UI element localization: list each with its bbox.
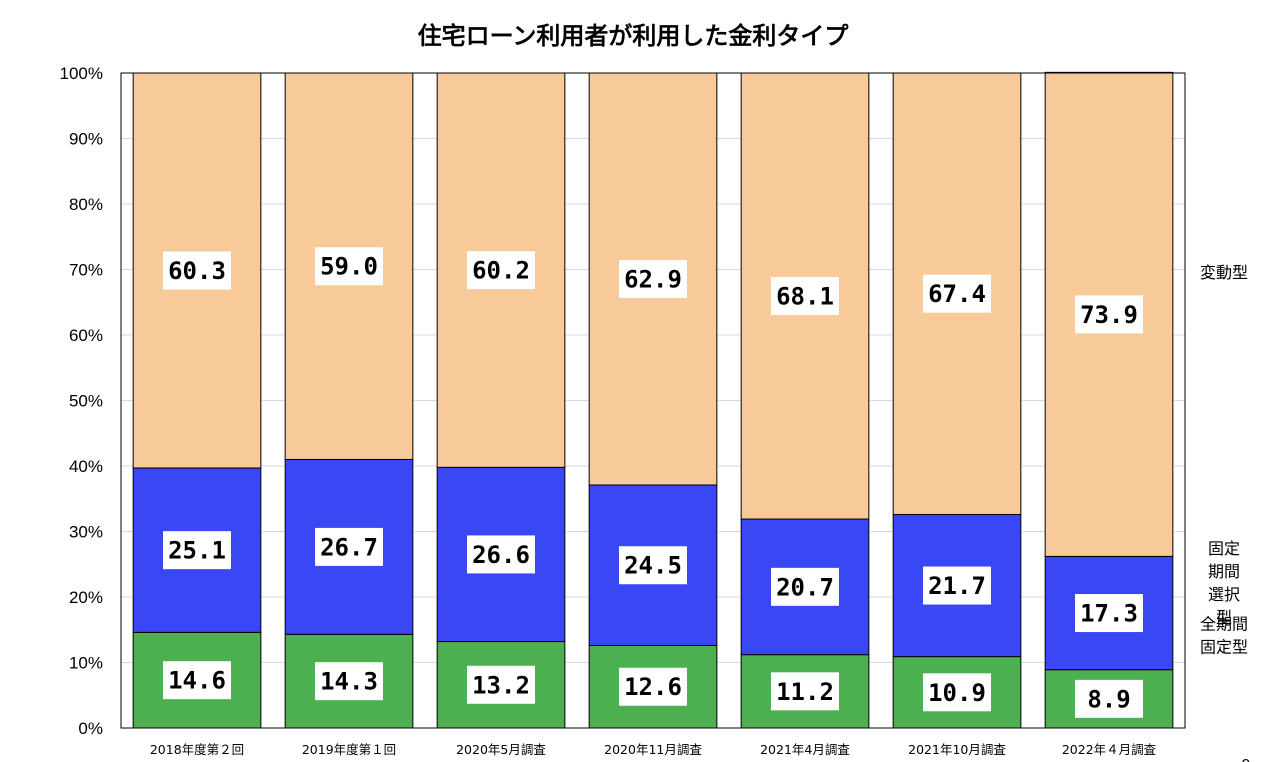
- data-label: 14.6: [168, 667, 226, 695]
- data-label-box: [467, 251, 535, 290]
- data-label: 62.9: [624, 265, 682, 293]
- data-label: 10.9: [928, 679, 986, 707]
- y-tick-label: 30%: [69, 523, 103, 542]
- data-label-box: [619, 259, 687, 298]
- data-label-box: [315, 662, 383, 701]
- data-label: 60.3: [168, 257, 226, 285]
- y-tick-label: 60%: [69, 326, 103, 345]
- data-label-box: [923, 274, 991, 313]
- x-category-label: 2021年10月調査: [908, 742, 1006, 757]
- data-label-box: [1075, 295, 1143, 334]
- x-category-label: 2020年5月調査: [456, 742, 546, 757]
- data-label: 59.0: [320, 253, 378, 281]
- data-label: 8.9: [1087, 685, 1130, 713]
- legend-label: 固定: [1208, 539, 1240, 558]
- plot-frame: [120, 72, 1186, 729]
- y-tick-label: 90%: [69, 130, 103, 149]
- y-tick-label: 20%: [69, 588, 103, 607]
- data-label: 73.9: [1080, 301, 1138, 329]
- y-tick-label: 50%: [69, 392, 103, 411]
- x-category-label: 2018年度第２回: [150, 742, 244, 757]
- data-label: 11.2: [776, 678, 834, 706]
- data-label: 20.7: [776, 573, 834, 601]
- x-category-label: 2022年４月調査: [1062, 742, 1157, 757]
- y-axis-ticks: 0% 10% 20% 30% 40% 50% 60% 70% 80% 90% 100%: [60, 64, 103, 738]
- data-label-box: [315, 527, 383, 566]
- x-category-label: 2021年4月調査: [760, 742, 850, 757]
- data-label: 14.3: [320, 668, 378, 696]
- bars: [132, 71, 1174, 729]
- legend-label: 期間: [1208, 562, 1240, 581]
- legend-label: 全期間: [1200, 614, 1248, 633]
- chart-title: 住宅ローン利用者が利用した金利タイプ: [418, 22, 850, 50]
- data-label: 25.1: [168, 537, 226, 565]
- x-category-label: 2019年度第１回: [302, 742, 396, 757]
- x-category-label: 2020年11月調査: [604, 742, 702, 757]
- data-label-box: [1075, 594, 1143, 633]
- y-tick-label: 0%: [78, 719, 103, 738]
- data-label: 12.6: [624, 673, 682, 701]
- data-label-box: [771, 672, 839, 711]
- y-tick-label: 100%: [60, 64, 103, 83]
- data-label: 26.6: [472, 541, 530, 569]
- y-tick-label: 70%: [69, 261, 103, 280]
- data-label-box: [467, 665, 535, 704]
- data-label-box: [315, 247, 383, 286]
- data-label-box: [771, 567, 839, 606]
- data-label-box: [619, 667, 687, 706]
- y-tick-label: 10%: [69, 654, 103, 673]
- data-label: 24.5: [624, 552, 682, 580]
- bar-segment: [284, 458, 414, 635]
- data-label-box: [1075, 679, 1143, 718]
- data-label-box: [163, 531, 231, 570]
- data-label-box: [163, 661, 231, 700]
- legend-label: 選択: [1208, 585, 1240, 604]
- legend-label: 型: [1216, 608, 1232, 627]
- data-label: 26.7: [320, 533, 378, 561]
- data-label-box: [923, 566, 991, 605]
- data-label: 60.2: [472, 257, 530, 285]
- data-label-box: [923, 673, 991, 712]
- data-label: 13.2: [472, 671, 530, 699]
- bar-segment: [132, 631, 262, 729]
- data-label: 68.1: [776, 283, 834, 311]
- y-tick-label: 80%: [69, 195, 103, 214]
- legend-label: 固定型: [1200, 637, 1248, 656]
- data-labels: 14.6 25.1 60.3 14.3 26.7 59.0 13.2 26.6 60.2 12.6…: [163, 247, 1143, 718]
- legend-label: 変動型: [1200, 263, 1248, 282]
- x-axis-categories: 2018年度第２回 2019年度第１回 2020年5月調査 2020年11月調査 202…: [150, 742, 1157, 757]
- page-number: 9: [1242, 757, 1251, 762]
- data-label-box: [771, 277, 839, 316]
- y-tick-label: 40%: [69, 457, 103, 476]
- data-label-box: [163, 251, 231, 290]
- data-label-box: [619, 546, 687, 585]
- data-label: 17.3: [1080, 600, 1138, 628]
- data-label: 67.4: [928, 280, 986, 308]
- data-label: 21.7: [928, 572, 986, 600]
- data-label-box: [467, 535, 535, 574]
